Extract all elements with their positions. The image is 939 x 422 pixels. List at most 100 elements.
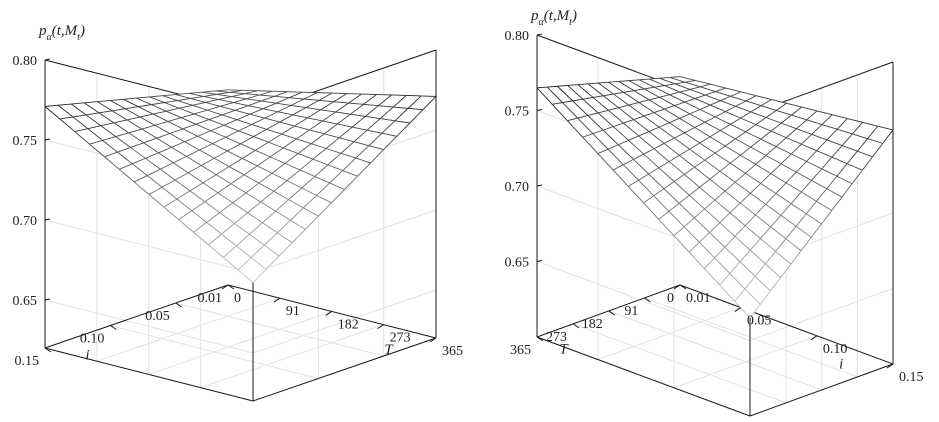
- mesh-line: [765, 203, 782, 216]
- front-left-ticks: 0.15 0.10 0.05 0.01: [15, 284, 235, 369]
- surface-cell: [169, 128, 198, 142]
- mesh-line: [811, 124, 823, 135]
- tick-label: 0.01: [686, 291, 711, 306]
- mesh-line: [760, 99, 772, 107]
- axis-line: [536, 336, 751, 417]
- surface-cell: [700, 84, 726, 92]
- mesh-line: [730, 123, 746, 133]
- surface-cell: [780, 203, 807, 227]
- surface-cell: [74, 128, 103, 145]
- surface-cell: [597, 149, 624, 170]
- mesh-line: [311, 143, 327, 149]
- mesh-line: [203, 95, 219, 100]
- mesh-line: [709, 178, 726, 192]
- mesh-line: [689, 148, 706, 161]
- mesh-line: [207, 105, 221, 111]
- mesh-line: [215, 174, 232, 185]
- mesh-line: [684, 127, 695, 134]
- mesh-line: [704, 208, 721, 224]
- tick-mark: [644, 297, 651, 303]
- mesh-line: [281, 125, 295, 135]
- mesh-line: [755, 155, 767, 165]
- tick-mark: [679, 284, 687, 290]
- mesh-line: [100, 125, 116, 137]
- mesh-line: [149, 96, 165, 103]
- mesh-line: [104, 156, 120, 170]
- mesh-line: [720, 100, 736, 107]
- mesh-line: [623, 158, 634, 166]
- surface-cell: [326, 137, 354, 154]
- z-tick-mark: [44, 58, 51, 61]
- mesh-line: [148, 186, 163, 195]
- z-label-sub: t: [569, 17, 572, 28]
- mesh-line: [612, 169, 629, 187]
- surface-cell: [658, 211, 685, 236]
- mesh-line: [111, 110, 128, 121]
- mesh-line: [739, 192, 751, 204]
- surface-cell: [311, 133, 340, 149]
- mesh-line: [643, 153, 660, 169]
- mesh-line: [567, 120, 583, 138]
- surface-cell: [689, 242, 715, 269]
- mesh-line: [333, 93, 348, 103]
- mesh-line: [847, 118, 863, 123]
- mesh-line: [740, 117, 757, 126]
- mesh-line: [163, 206, 180, 221]
- tick-mark: [429, 337, 437, 343]
- mesh-line: [714, 152, 731, 164]
- mesh-line: [694, 159, 706, 168]
- surface-cell: [705, 91, 731, 101]
- mesh-line: [279, 121, 295, 127]
- tick-label: 0: [667, 291, 674, 306]
- mesh-line: [612, 164, 624, 171]
- mesh-line: [684, 98, 696, 103]
- surface-cell: [175, 172, 204, 191]
- surface-cell: [363, 94, 392, 106]
- mesh-line: [699, 109, 716, 118]
- mesh-line: [781, 114, 792, 124]
- surface-cell: [119, 163, 148, 182]
- mesh-line: [320, 109, 336, 113]
- surface-cell: [653, 188, 680, 212]
- mesh-line: [212, 136, 226, 145]
- mesh-line: [312, 148, 327, 160]
- mesh-line: [674, 132, 685, 139]
- mesh-line: [633, 119, 650, 132]
- surface-cell: [298, 143, 327, 160]
- mesh-line: [244, 93, 260, 96]
- mesh-line: [669, 122, 685, 134]
- mesh-line: [216, 91, 230, 95]
- surface-cell: [613, 123, 639, 141]
- surface-cell: [649, 97, 675, 110]
- mesh-line: [643, 195, 654, 204]
- surface-cell: [724, 236, 751, 262]
- mesh-line: [760, 226, 771, 239]
- surface-cell: [110, 99, 139, 109]
- mesh-line: [253, 136, 269, 143]
- mesh-line: [179, 107, 195, 115]
- z-label-close: ): [571, 8, 577, 24]
- mesh-line: [208, 119, 225, 126]
- mesh-line: [297, 143, 312, 154]
- mesh-line: [299, 158, 314, 171]
- mesh-line: [132, 163, 148, 176]
- surface-cell: [309, 120, 338, 134]
- mesh-line: [776, 102, 787, 111]
- surface-cell: [577, 115, 604, 134]
- surface-cell: [745, 214, 771, 239]
- mesh-line: [664, 85, 680, 93]
- mesh-line: [744, 214, 756, 227]
- mesh-line: [709, 222, 721, 233]
- mesh-line: [750, 183, 761, 194]
- surface-cell: [162, 180, 190, 199]
- surface-cell: [163, 198, 192, 220]
- surface-cell: [327, 153, 356, 171]
- surface-cell: [699, 232, 725, 258]
- mesh-line: [240, 143, 256, 151]
- mesh-line: [288, 187, 303, 200]
- mesh-line: [169, 133, 185, 143]
- mesh-line: [608, 107, 619, 111]
- mesh-line: [806, 150, 818, 162]
- mesh-line: [633, 90, 650, 101]
